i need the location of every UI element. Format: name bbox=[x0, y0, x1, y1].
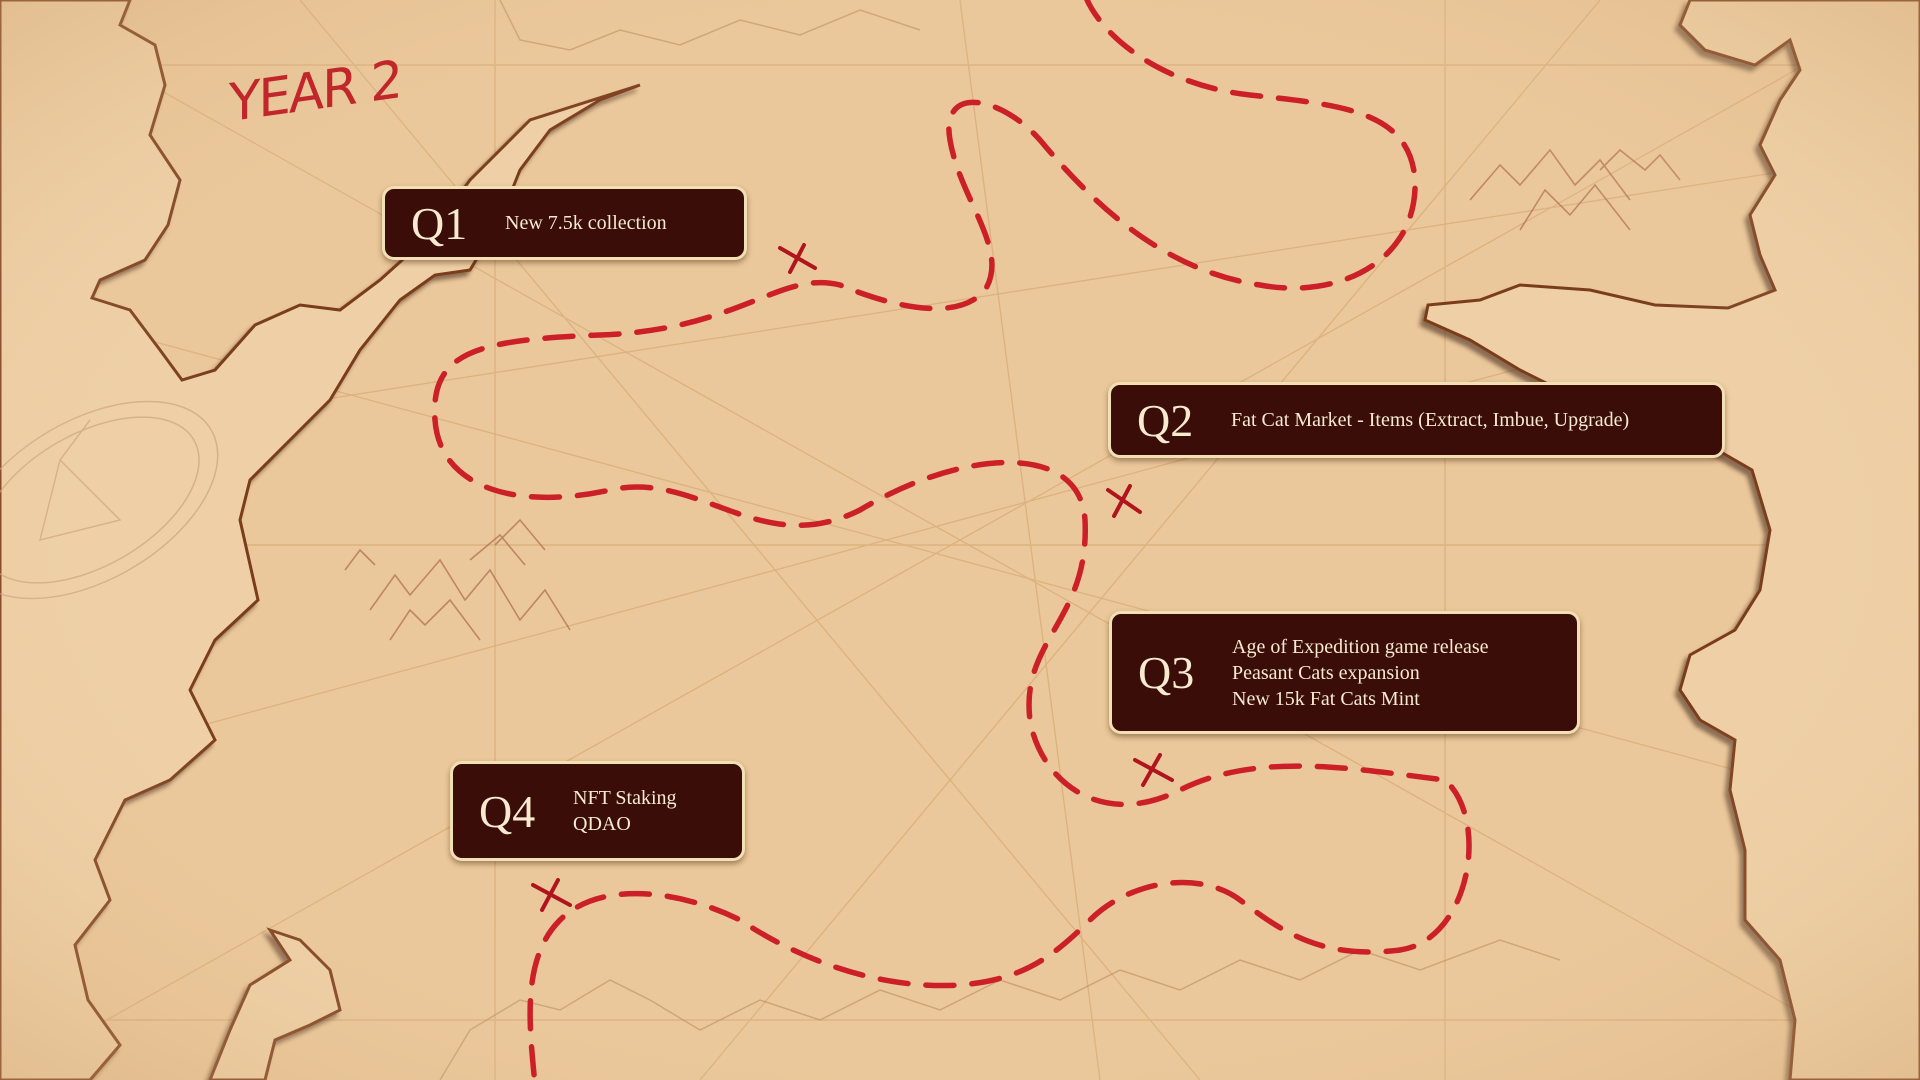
quarter-line: New 15k Fat Cats Mint bbox=[1232, 687, 1420, 710]
quarter-label: Q1 bbox=[411, 197, 468, 249]
quarter-label: Q3 bbox=[1138, 647, 1195, 698]
quarter-card-q3: Q3 Age of Expedition game release Peasan… bbox=[1109, 611, 1580, 734]
quarter-line: Peasant Cats expansion bbox=[1232, 661, 1420, 684]
quarter-card-q4: Q4 NFT Staking QDAO bbox=[450, 761, 745, 861]
dashed-trail bbox=[431, 0, 1472, 1080]
quarter-label: Q4 bbox=[479, 785, 536, 837]
quarter-line: NFT Staking bbox=[573, 787, 677, 809]
quarter-line: Age of Expedition game release bbox=[1232, 635, 1489, 658]
quarter-card-q2: Q2 Fat Cat Market - Items (Extract, Imbu… bbox=[1108, 382, 1725, 458]
quarter-label: Q2 bbox=[1137, 394, 1194, 446]
x-marks bbox=[531, 243, 1174, 912]
quarter-text: NFT Staking QDAO bbox=[573, 785, 677, 837]
quarter-line: New 7.5k collection bbox=[505, 212, 667, 234]
quarter-text: Fat Cat Market - Items (Extract, Imbue, … bbox=[1231, 407, 1629, 433]
quarter-line: Fat Cat Market - Items (Extract, Imbue, … bbox=[1231, 409, 1630, 431]
quarter-text: New 7.5k collection bbox=[505, 210, 667, 236]
quarter-text: Age of Expedition game release Peasant C… bbox=[1232, 634, 1489, 712]
quarter-card-q1: Q1 New 7.5k collection bbox=[382, 186, 747, 260]
quarter-line: QDAO bbox=[573, 813, 631, 835]
